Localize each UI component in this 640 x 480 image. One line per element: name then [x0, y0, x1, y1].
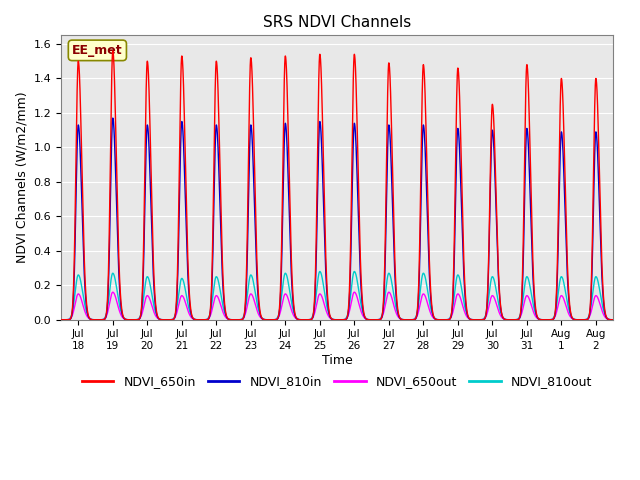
X-axis label: Time: Time — [322, 354, 353, 367]
Y-axis label: NDVI Channels (W/m2/mm): NDVI Channels (W/m2/mm) — [15, 92, 28, 264]
Text: EE_met: EE_met — [72, 44, 123, 57]
Legend: NDVI_650in, NDVI_810in, NDVI_650out, NDVI_810out: NDVI_650in, NDVI_810in, NDVI_650out, NDV… — [77, 370, 597, 393]
Title: SRS NDVI Channels: SRS NDVI Channels — [263, 15, 411, 30]
